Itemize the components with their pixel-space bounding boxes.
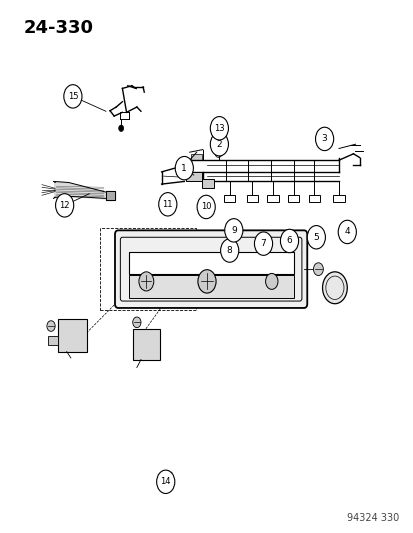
Text: 1: 1 [181, 164, 187, 173]
Circle shape [315, 127, 333, 151]
Circle shape [175, 157, 193, 180]
Text: 5: 5 [313, 233, 318, 242]
Text: 14: 14 [160, 478, 171, 486]
Circle shape [133, 317, 141, 328]
Text: 9: 9 [230, 226, 236, 235]
Circle shape [197, 195, 215, 219]
Bar [202, 179, 213, 188]
Text: 6: 6 [286, 237, 292, 246]
Text: 8: 8 [226, 246, 232, 255]
Circle shape [156, 470, 174, 494]
Bar [48, 336, 58, 345]
Text: 94324 330: 94324 330 [346, 513, 398, 523]
Circle shape [64, 85, 82, 108]
Circle shape [214, 148, 222, 158]
Bar [133, 329, 159, 360]
Text: 2: 2 [216, 140, 222, 149]
Circle shape [224, 219, 242, 242]
Bar [128, 275, 293, 298]
Text: 24-330: 24-330 [23, 19, 93, 37]
Circle shape [280, 229, 298, 253]
FancyBboxPatch shape [115, 230, 306, 308]
Polygon shape [106, 191, 115, 199]
Bar [186, 172, 202, 181]
Circle shape [47, 321, 55, 332]
Text: 13: 13 [214, 124, 224, 133]
Text: 10: 10 [200, 203, 211, 212]
Bar [191, 154, 201, 160]
Bar [246, 195, 258, 201]
Bar [58, 319, 86, 352]
Circle shape [197, 270, 216, 293]
Text: 12: 12 [59, 201, 70, 210]
Bar [100, 228, 196, 310]
Bar [332, 195, 344, 201]
Circle shape [265, 273, 277, 289]
Bar [128, 252, 293, 274]
Circle shape [306, 225, 325, 249]
Circle shape [210, 117, 228, 140]
Circle shape [210, 133, 228, 156]
Circle shape [322, 272, 347, 304]
Circle shape [313, 263, 323, 276]
Text: 3: 3 [321, 134, 327, 143]
Circle shape [337, 220, 356, 244]
Circle shape [254, 232, 272, 255]
Circle shape [220, 239, 238, 262]
Text: 11: 11 [162, 200, 173, 209]
Bar [223, 195, 235, 201]
Circle shape [158, 192, 176, 216]
Text: 7: 7 [260, 239, 266, 248]
Bar [267, 195, 278, 201]
Bar [287, 195, 299, 201]
Circle shape [119, 125, 123, 132]
Circle shape [139, 272, 153, 291]
Bar [308, 195, 319, 201]
Text: 4: 4 [344, 228, 349, 237]
Text: 15: 15 [67, 92, 78, 101]
Circle shape [55, 193, 74, 217]
